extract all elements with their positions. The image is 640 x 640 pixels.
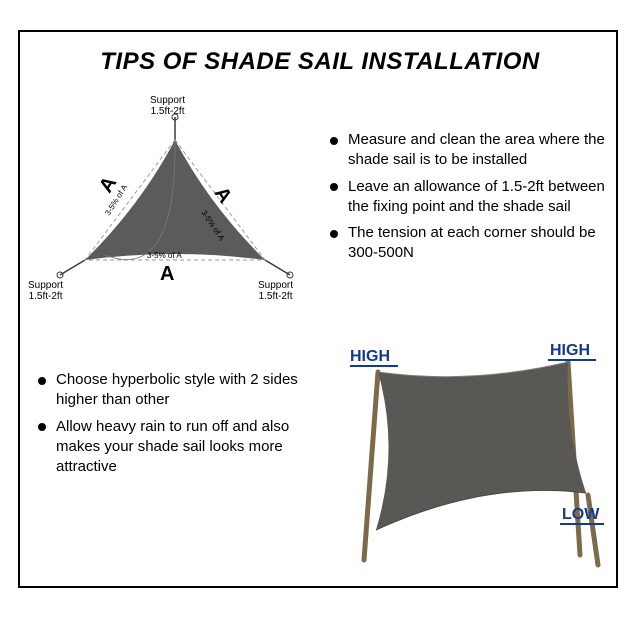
page-title: TIPS OF SHADE SAIL INSTALLATION [60, 48, 580, 76]
tip-item: Choose hyperbolic style with 2 sides hig… [38, 370, 318, 411]
tips-list-bottom: Choose hyperbolic style with 2 sides hig… [38, 370, 318, 483]
tip-item: Allow heavy rain to run off and also mak… [38, 417, 318, 478]
diagram-hyperbolic-sail: HIGH HIGH LOW [320, 330, 620, 580]
diagram-label: Support1.5ft-2ft [28, 280, 63, 302]
diagram-label: HIGH [350, 348, 390, 366]
diagram-label: HIGH [550, 342, 590, 360]
diagram-label: Support1.5ft-2ft [258, 280, 293, 302]
diagram-label: 3-5% of A [147, 252, 182, 261]
diagram-label: LOW [562, 506, 599, 524]
diagram-label: A [160, 263, 174, 285]
tips-list-top: Measure and clean the area where the sha… [330, 130, 620, 270]
diagram-label: Support1.5ft-2ft [150, 95, 185, 117]
tip-item: The tension at each corner should be 300… [330, 223, 620, 264]
diagram-triangle-sail: Support1.5ft-2ftSupport1.5ft-2ftSupport1… [40, 95, 310, 305]
tip-item: Leave an allowance of 1.5-2ft between th… [330, 177, 620, 218]
tip-item: Measure and clean the area where the sha… [330, 130, 620, 171]
